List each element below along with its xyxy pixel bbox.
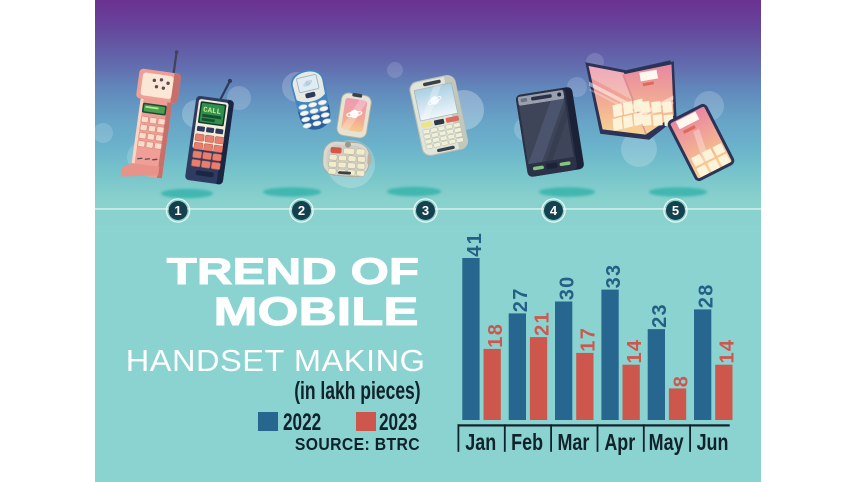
svg-text:21: 21 (531, 311, 553, 336)
svg-text:17: 17 (578, 327, 600, 352)
svg-text:May: May (649, 430, 684, 456)
svg-text:14: 14 (717, 339, 739, 364)
svg-text:4: 4 (550, 203, 558, 218)
svg-text:1: 1 (174, 203, 181, 218)
svg-text:2: 2 (298, 203, 305, 218)
svg-text:18: 18 (485, 323, 507, 348)
svg-text:14: 14 (624, 339, 646, 364)
svg-text:Apr: Apr (604, 430, 635, 456)
svg-text:8: 8 (670, 375, 692, 387)
svg-text:41: 41 (464, 232, 486, 257)
svg-text:23: 23 (649, 303, 671, 328)
svg-text:CALL: CALL (203, 106, 222, 116)
svg-text:Jan: Jan (465, 430, 496, 456)
svg-text:30: 30 (556, 275, 578, 300)
svg-text:Jun: Jun (697, 430, 729, 456)
svg-text:28: 28 (696, 283, 718, 308)
svg-text:5: 5 (672, 203, 679, 218)
svg-text:Feb: Feb (511, 430, 543, 456)
svg-text:3: 3 (422, 203, 429, 218)
svg-text:27: 27 (510, 287, 532, 312)
svg-text:Mar: Mar (557, 430, 589, 456)
svg-text:33: 33 (603, 264, 625, 289)
